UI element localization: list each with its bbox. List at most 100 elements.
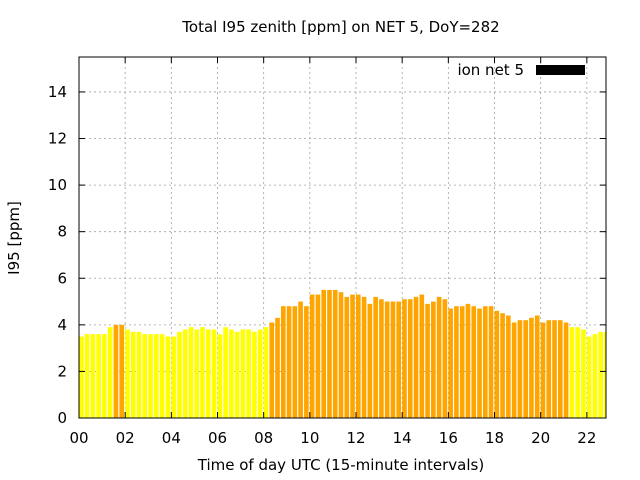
x-axis-label: Time of day UTC (15-minute intervals) <box>197 456 484 474</box>
x-tick-labels: 00 02 04 06 08 10 12 14 16 18 20 22 <box>69 429 596 447</box>
bar <box>575 327 580 418</box>
bar <box>240 329 246 418</box>
x-tick-label: 06 <box>208 429 227 447</box>
bar <box>511 322 517 418</box>
bar <box>292 306 298 418</box>
bar <box>454 306 459 418</box>
bar <box>344 296 350 418</box>
plot-frame <box>78 56 607 419</box>
bar <box>280 306 286 418</box>
bar <box>373 296 378 418</box>
bar <box>552 320 557 418</box>
y-tick-label: 2 <box>57 362 67 380</box>
axis-ticks <box>78 57 606 419</box>
bar <box>125 329 130 418</box>
bar <box>563 322 569 418</box>
x-tick-label: 02 <box>116 429 135 447</box>
bar <box>569 327 575 418</box>
bar <box>96 334 101 418</box>
bar <box>500 313 505 418</box>
bar <box>286 306 292 418</box>
chart-title: Total I95 zenith [ppm] on NET 5, DoY=282 <box>181 18 499 36</box>
bar <box>90 334 96 418</box>
legend-swatch <box>536 65 585 75</box>
bar <box>315 294 321 418</box>
bar <box>298 301 303 418</box>
bar <box>557 320 563 418</box>
bar <box>142 334 148 418</box>
bar <box>431 301 436 418</box>
bar <box>436 296 442 418</box>
bar <box>598 331 603 418</box>
x-tick-label: 14 <box>393 429 412 447</box>
bar <box>482 306 488 418</box>
bar <box>200 327 205 418</box>
bar <box>130 331 136 418</box>
bar <box>229 329 234 418</box>
bar <box>327 289 332 418</box>
bar <box>540 322 546 418</box>
x-tick-label: 10 <box>300 429 319 447</box>
bar <box>119 324 125 418</box>
bar <box>459 306 465 418</box>
x-tick-label: 04 <box>162 429 181 447</box>
bar <box>506 315 511 418</box>
bar <box>148 334 153 418</box>
bar <box>102 334 107 418</box>
x-tick-label: 12 <box>346 429 365 447</box>
bar <box>304 306 309 418</box>
bar <box>419 294 425 418</box>
bar <box>367 303 373 418</box>
bar <box>494 310 500 418</box>
bar <box>390 301 396 418</box>
y-tick-label: 4 <box>57 316 67 334</box>
bar <box>223 327 228 418</box>
bar <box>396 301 402 418</box>
y-tick-label: 8 <box>57 223 67 241</box>
bar <box>350 294 355 418</box>
bar <box>194 329 200 418</box>
y-axis-label: I95 [ppm] <box>5 201 23 275</box>
bar <box>379 299 384 418</box>
y-tick-label: 0 <box>57 409 67 427</box>
bar <box>604 331 606 418</box>
y-tick-label: 14 <box>48 83 67 101</box>
y-tick-label: 10 <box>48 176 67 194</box>
x-tick-label: 00 <box>69 429 88 447</box>
bar <box>136 331 142 418</box>
bar <box>182 329 188 418</box>
y-tick-label: 6 <box>57 269 67 287</box>
bar <box>275 317 280 418</box>
bar <box>188 327 194 418</box>
bar <box>107 327 113 418</box>
bar <box>425 303 430 418</box>
bar <box>407 299 413 418</box>
bar <box>84 334 90 418</box>
bar <box>217 334 223 418</box>
x-tick-label: 22 <box>577 429 596 447</box>
bar <box>356 294 361 418</box>
bar <box>269 322 275 418</box>
bar <box>534 315 540 418</box>
x-tick-label: 08 <box>254 429 273 447</box>
y-tick-label: 12 <box>48 130 67 148</box>
bar <box>384 301 390 418</box>
bar <box>338 292 344 418</box>
bar <box>257 329 263 418</box>
bar <box>252 331 257 418</box>
bar <box>442 299 448 418</box>
bar <box>413 296 419 418</box>
x-tick-label: 20 <box>531 429 550 447</box>
bar <box>177 331 182 418</box>
bar <box>263 327 269 418</box>
bar <box>581 329 586 418</box>
bar <box>171 336 176 418</box>
bar <box>234 331 240 418</box>
x-tick-label: 16 <box>439 429 458 447</box>
bar <box>546 320 552 418</box>
bar <box>79 336 84 418</box>
bar <box>205 329 211 418</box>
bar <box>113 324 119 418</box>
bar <box>586 336 592 418</box>
